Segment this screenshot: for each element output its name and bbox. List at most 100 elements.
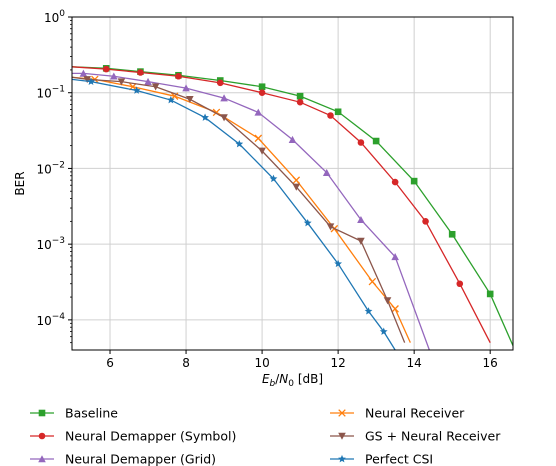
y-tick-label: 10−4 xyxy=(36,312,65,328)
data-point xyxy=(364,307,373,315)
data-point xyxy=(357,237,365,245)
data-point xyxy=(186,95,194,104)
data-point xyxy=(391,178,399,186)
data-point xyxy=(292,176,301,184)
x-tick-label: 10 xyxy=(254,356,269,370)
y-tick-label: 10−3 xyxy=(36,236,65,252)
data-point xyxy=(391,253,399,261)
legend-label: Baseline xyxy=(65,406,118,421)
data-point xyxy=(87,77,95,85)
data-point xyxy=(326,223,335,231)
legend-marker xyxy=(38,409,46,417)
data-point xyxy=(448,230,456,238)
data-point xyxy=(410,177,418,185)
data-point xyxy=(83,76,92,84)
data-point xyxy=(182,84,190,92)
data-point xyxy=(117,78,126,86)
y-axis-label: BER xyxy=(13,171,27,195)
x-tick-label: 16 xyxy=(483,356,498,370)
series-5 xyxy=(72,77,396,350)
legend-marker xyxy=(38,432,46,440)
data-point xyxy=(132,86,141,94)
data-point xyxy=(258,83,266,91)
series-line xyxy=(72,66,491,343)
data-point xyxy=(357,139,365,146)
legend-entry: Perfect CSI xyxy=(330,452,433,466)
series-layer xyxy=(72,65,513,350)
data-point xyxy=(456,280,464,288)
series-line xyxy=(72,72,430,350)
data-point xyxy=(368,277,377,286)
data-point xyxy=(292,183,301,191)
x-tick-label: 8 xyxy=(182,356,190,370)
data-point xyxy=(327,112,334,119)
y-tick-label: 100 xyxy=(44,9,65,25)
series-1 xyxy=(72,65,491,343)
data-point xyxy=(379,327,388,335)
data-point xyxy=(288,135,297,143)
x-tick-label: 6 xyxy=(106,356,114,370)
data-point xyxy=(486,290,494,298)
series-line xyxy=(72,66,513,348)
y-tick-label: 10−1 xyxy=(36,85,65,101)
plot-frame xyxy=(71,16,514,351)
data-point xyxy=(296,98,304,106)
data-point xyxy=(166,95,175,104)
series-line xyxy=(72,76,411,343)
legend-entry: Neural Receiver xyxy=(330,406,465,421)
series-0 xyxy=(72,65,513,348)
data-point xyxy=(144,77,152,85)
legend-marker xyxy=(38,455,46,463)
ticks: 6 8 10 12 14 16 100 10−1 10−2 10−3 10−4 xyxy=(36,9,497,370)
legend-marker xyxy=(338,454,346,463)
data-point xyxy=(422,218,429,225)
x-tick-label: 14 xyxy=(407,356,422,370)
legend-label: Neural Demapper (Grid) xyxy=(65,452,216,466)
data-point xyxy=(269,174,278,183)
data-point xyxy=(220,114,228,122)
data-point xyxy=(334,108,342,116)
data-point xyxy=(357,215,365,224)
legend-entry: Neural Demapper (Symbol) xyxy=(30,429,236,444)
series-4 xyxy=(72,76,406,343)
data-point xyxy=(110,72,118,80)
series-2 xyxy=(72,69,430,350)
data-point xyxy=(220,94,228,102)
legend-label: Neural Receiver xyxy=(365,406,465,421)
data-point xyxy=(383,297,392,305)
legend-label: GS + Neural Receiver xyxy=(365,429,501,444)
legend-label: Neural Demapper (Symbol) xyxy=(65,429,236,444)
data-point xyxy=(372,137,380,145)
legend-entry: GS + Neural Receiver xyxy=(330,429,501,444)
data-point xyxy=(235,139,244,148)
data-point xyxy=(391,305,399,313)
series-line xyxy=(72,78,396,350)
data-point xyxy=(254,134,263,143)
data-point xyxy=(334,259,343,268)
data-point xyxy=(254,108,263,116)
legend-marker xyxy=(338,409,346,417)
data-point xyxy=(201,113,209,121)
data-point xyxy=(322,168,331,176)
legend-marker xyxy=(338,432,346,440)
x-tick-label: 12 xyxy=(330,356,345,370)
data-point xyxy=(303,218,312,227)
series-3 xyxy=(72,75,411,343)
legend-label: Perfect CSI xyxy=(365,452,433,466)
legend: Baseline Neural Demapper (Symbol) Neural D… xyxy=(30,406,501,466)
data-point xyxy=(79,69,88,77)
legend-entry: Baseline xyxy=(30,406,118,421)
data-point xyxy=(175,72,182,80)
data-point xyxy=(258,147,266,155)
data-point xyxy=(102,65,110,73)
data-point xyxy=(137,69,144,76)
x-axis-label: Eb/N0 [dB] xyxy=(262,372,323,389)
series-line xyxy=(72,76,406,343)
data-point xyxy=(258,89,266,97)
y-tick-label: 10−2 xyxy=(36,160,65,176)
data-point xyxy=(151,83,160,91)
data-point xyxy=(216,79,224,87)
data-point xyxy=(296,92,304,100)
legend-entry: Neural Demapper (Grid) xyxy=(30,452,216,466)
